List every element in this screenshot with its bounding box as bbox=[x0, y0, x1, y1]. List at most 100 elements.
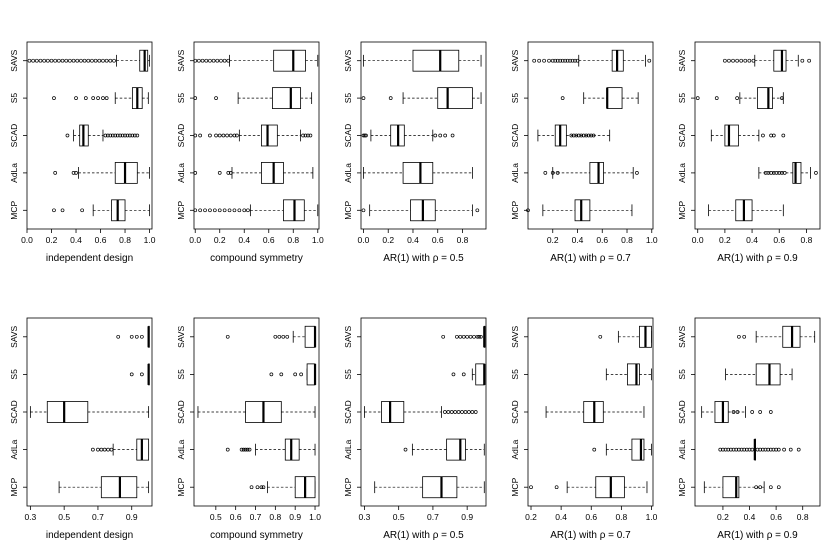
outlier-point bbox=[635, 171, 639, 175]
box-s5 bbox=[361, 87, 482, 109]
outlier-point bbox=[204, 58, 209, 63]
outlier-point bbox=[259, 485, 264, 490]
outlier-point bbox=[211, 58, 216, 63]
box-mcp bbox=[526, 199, 633, 222]
outlier-point bbox=[458, 334, 463, 339]
outlier-point bbox=[739, 58, 744, 63]
box-mcp bbox=[529, 476, 648, 499]
x-tick-label: 0.2 bbox=[547, 235, 559, 245]
outlier-point bbox=[443, 410, 447, 414]
box-mcp bbox=[193, 199, 319, 222]
x-tick-label: 0.0 bbox=[358, 235, 370, 245]
outlier-point bbox=[208, 58, 212, 63]
outlier-point bbox=[118, 133, 122, 138]
outlier-point bbox=[45, 58, 50, 63]
outlier-point bbox=[303, 133, 308, 138]
x-tick-label: 0.8 bbox=[800, 235, 812, 245]
iqr-box bbox=[402, 162, 434, 184]
outlier-point bbox=[306, 133, 310, 138]
x-tick-label: 0.0 bbox=[189, 235, 201, 245]
y-tick-label-s5: S5 bbox=[677, 93, 687, 104]
outlier-point bbox=[217, 133, 222, 138]
x-axis-label: AR(1) with ρ = 0.7 bbox=[550, 253, 631, 264]
outlier-point bbox=[38, 58, 43, 63]
x-axis-label: AR(1) with ρ = 0.7 bbox=[550, 530, 631, 541]
outlier-point bbox=[53, 171, 58, 175]
outlier-point bbox=[547, 58, 551, 63]
outlier-point bbox=[477, 334, 482, 339]
outlier-point bbox=[727, 58, 731, 63]
outlier-point bbox=[120, 133, 125, 138]
outlier-point bbox=[237, 208, 242, 213]
outlier-point bbox=[130, 133, 135, 138]
outlier-point bbox=[592, 447, 597, 452]
iqr-box bbox=[792, 162, 802, 184]
y-tick-label-adla: AdLa bbox=[9, 163, 19, 183]
outlier-point bbox=[542, 58, 546, 63]
y-tick-label-scad: SCAD bbox=[9, 400, 19, 424]
outlier-point bbox=[115, 133, 120, 138]
x-tick-label: 0.4 bbox=[555, 512, 567, 522]
outlier-point bbox=[243, 447, 248, 452]
outlier-point bbox=[226, 58, 231, 63]
x-tick-label: 0.7 bbox=[250, 512, 262, 522]
box-adla bbox=[403, 438, 485, 461]
box-scad bbox=[537, 124, 611, 147]
outlier-point bbox=[361, 208, 366, 213]
y-tick-label-adla: AdLa bbox=[176, 163, 186, 183]
outlier-point bbox=[217, 171, 222, 175]
outlier-point bbox=[558, 58, 563, 63]
outlier-point bbox=[467, 410, 471, 414]
outlier-point bbox=[101, 58, 105, 63]
y-tick-label-scad: SCAD bbox=[510, 124, 520, 148]
outlier-point bbox=[269, 372, 274, 377]
iqr-box bbox=[273, 49, 306, 72]
box-scad bbox=[364, 401, 478, 423]
box-s5 bbox=[725, 363, 793, 386]
outlier-point bbox=[228, 171, 233, 175]
outlier-point bbox=[735, 410, 740, 414]
iqr-box bbox=[381, 401, 405, 423]
outlier-point bbox=[450, 133, 455, 138]
outlier-point bbox=[90, 58, 94, 63]
outlier-point bbox=[91, 447, 95, 452]
outlier-point bbox=[140, 372, 144, 377]
y-tick-label-savs: SAVS bbox=[510, 325, 520, 347]
outlier-point bbox=[241, 447, 246, 452]
y-tick-label-s5: S5 bbox=[176, 93, 186, 104]
box-s5 bbox=[605, 363, 652, 386]
outlier-point bbox=[465, 334, 470, 339]
box-s5 bbox=[129, 363, 150, 386]
iqr-box bbox=[412, 49, 460, 72]
box-scad bbox=[29, 401, 150, 423]
outlier-point bbox=[560, 96, 565, 100]
box-scad bbox=[710, 124, 786, 147]
outlier-point bbox=[71, 171, 76, 175]
y-tick-label-s5: S5 bbox=[510, 93, 520, 104]
y-tick-label-scad: SCAD bbox=[176, 400, 186, 424]
box-savs bbox=[598, 325, 652, 348]
box-adla bbox=[363, 162, 473, 184]
panel-5: 0.0 0.2 0.4 0.6 0.8AR(1) with ρ = 0.9 SAVS S5 S… bbox=[677, 41, 821, 264]
outlier-point bbox=[80, 208, 84, 213]
outlier-point bbox=[42, 58, 47, 63]
x-tick-label: 0.4 bbox=[744, 512, 756, 522]
y-tick-label-mcp: MCP bbox=[176, 201, 186, 220]
outlier-point bbox=[754, 485, 759, 490]
box-s5 bbox=[193, 87, 313, 109]
iqr-box bbox=[422, 476, 458, 499]
y-tick-label-s5: S5 bbox=[343, 369, 353, 380]
x-tick-label: 0.4 bbox=[407, 235, 419, 245]
outlier-point bbox=[52, 208, 56, 213]
box-s5 bbox=[560, 87, 639, 109]
outlier-point bbox=[565, 58, 570, 63]
outlier-point bbox=[68, 58, 72, 63]
outlier-point bbox=[742, 334, 747, 339]
x-tick-label: 0.4 bbox=[70, 235, 82, 245]
outlier-point bbox=[225, 447, 230, 452]
x-tick-label: 1.0 bbox=[646, 512, 658, 522]
box-savs bbox=[116, 325, 150, 348]
panel-7: 0.5 0.6 0.7 0.8 0.9 1.0 compound symmetry SAVS S… bbox=[176, 317, 321, 541]
outlier-point bbox=[768, 410, 773, 414]
outlier-point bbox=[75, 58, 80, 63]
